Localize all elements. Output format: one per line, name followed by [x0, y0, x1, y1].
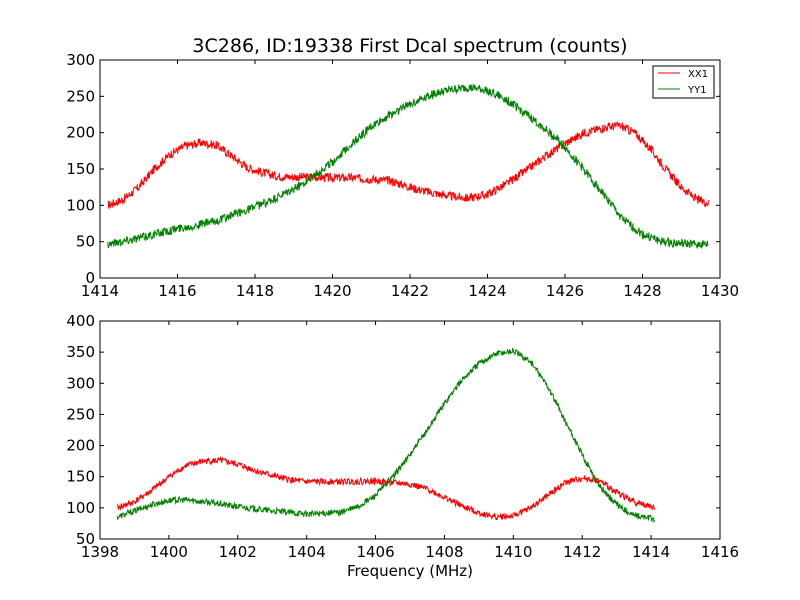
y-tick-label: 400	[66, 312, 95, 330]
x-tick-label: 1410	[494, 543, 532, 561]
x-tick-label: 1420	[313, 282, 351, 300]
x-tick-label: 1414	[632, 543, 670, 561]
x-tick-label: 1406	[356, 543, 394, 561]
series-line-yy1	[116, 347, 656, 524]
x-tick-label: 1398	[81, 543, 119, 561]
top-axis-ticks: 1414 1416 1418 1420 1422 1424 1426 1428 1430 0 50 1…	[66, 51, 739, 300]
y-tick-label: 100	[66, 196, 95, 214]
legend-box	[652, 65, 715, 99]
x-tick-label: 1424	[468, 282, 506, 300]
x-tick-label: 1418	[236, 282, 274, 300]
y-tick-label: 50	[76, 233, 95, 251]
x-axis-label: Frequency (MHz)	[347, 562, 473, 580]
top-spectrum-plot: 1414 1416 1418 1420 1422 1424 1426 1428 1430 0 50 1…	[66, 51, 739, 300]
y-tick-label: 350	[66, 343, 95, 361]
y-tick-label: 0	[85, 269, 95, 287]
legend: XX1 YY1	[652, 65, 715, 99]
y-tick-label: 150	[66, 468, 95, 486]
x-tick-label: 1430	[701, 282, 739, 300]
bottom-spectrum-plot: 1398 1400 1402 1404 1406 1408 1410 1412 1414 1416…	[66, 312, 739, 561]
x-tick-label: 1408	[425, 543, 463, 561]
y-tick-label: 200	[66, 124, 95, 142]
y-tick-label: 300	[66, 374, 95, 392]
x-tick-label: 1404	[288, 543, 326, 561]
x-tick-label: 1412	[563, 543, 601, 561]
legend-label-yy1: YY1	[687, 85, 707, 96]
y-tick-label: 150	[66, 160, 95, 178]
bottom-series-group	[116, 347, 656, 524]
y-tick-label: 250	[66, 405, 95, 423]
x-tick-label: 1416	[701, 543, 739, 561]
bottom-plot-frame	[99, 320, 721, 540]
legend-label-xx1: XX1	[688, 69, 708, 80]
x-tick-label: 1414	[81, 282, 119, 300]
bottom-axis-ticks: 1398 1400 1402 1404 1406 1408 1410 1412 1414 1416…	[66, 312, 739, 561]
y-tick-label: 50	[76, 530, 95, 548]
x-tick-label: 1426	[546, 282, 584, 300]
y-tick-label: 250	[66, 87, 95, 105]
series-line-xx1	[116, 455, 656, 521]
y-tick-label: 100	[66, 499, 95, 517]
x-tick-label: 1422	[391, 282, 429, 300]
x-tick-label: 1416	[158, 282, 196, 300]
y-tick-label: 200	[66, 437, 95, 455]
chart-title: 3C286, ID:19338 First Dcal spectrum (cou…	[192, 35, 627, 57]
top-series-group	[107, 84, 709, 250]
x-tick-label: 1428	[623, 282, 661, 300]
y-tick-label: 300	[66, 51, 95, 69]
series-line-xx1	[107, 121, 709, 209]
x-tick-label: 1402	[219, 543, 257, 561]
x-tick-label: 1400	[150, 543, 188, 561]
series-line-yy1	[107, 84, 709, 250]
